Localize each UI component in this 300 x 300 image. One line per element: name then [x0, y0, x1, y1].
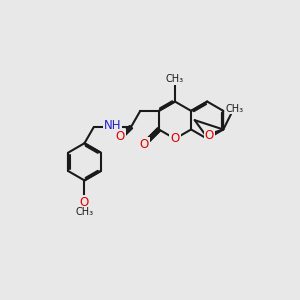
Text: O: O: [205, 129, 214, 142]
Text: O: O: [140, 138, 149, 151]
Text: NH: NH: [103, 119, 121, 132]
Text: O: O: [80, 196, 89, 209]
Text: CH₃: CH₃: [166, 74, 184, 84]
Text: CH₃: CH₃: [226, 103, 244, 114]
Text: O: O: [116, 130, 125, 143]
Text: O: O: [170, 132, 180, 145]
Text: CH₃: CH₃: [75, 207, 94, 217]
